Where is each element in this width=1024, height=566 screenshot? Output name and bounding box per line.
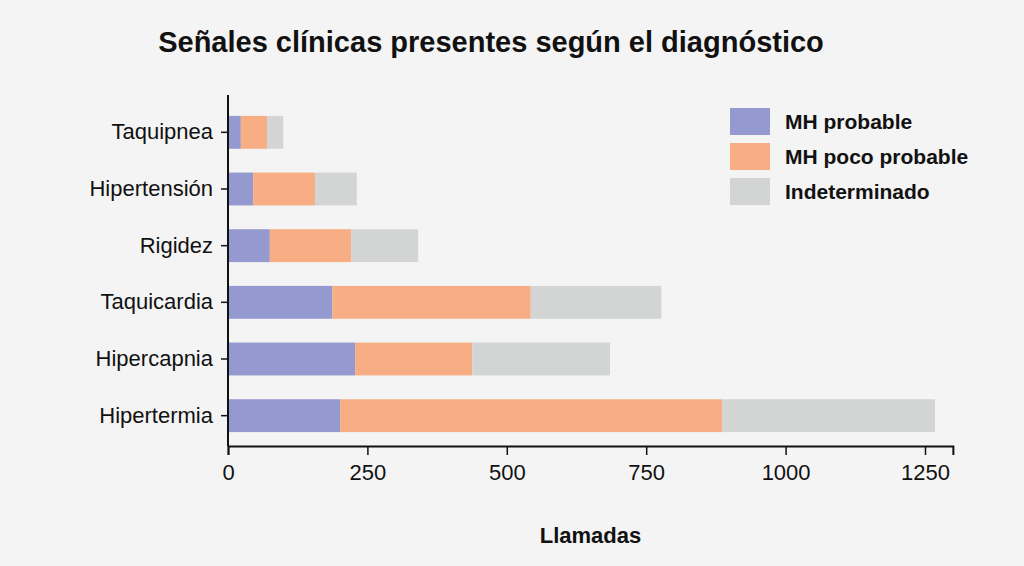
bar [228, 343, 355, 376]
y-tick: Taquipnea [111, 119, 228, 144]
y-tick-label: Hipertensión [89, 176, 213, 201]
x-tick-mark [507, 446, 509, 455]
y-tick: Hipertensión [89, 176, 228, 201]
x-tick: 1000 [762, 446, 811, 485]
bar [253, 173, 315, 206]
x-tick-label: 750 [628, 460, 665, 485]
x-tick: 0 [222, 446, 234, 485]
y-tick: Hipertermia [99, 403, 228, 428]
x-tick-mark [925, 446, 927, 455]
bar [228, 173, 253, 206]
y-tick-mark [221, 188, 228, 190]
x-tick: 250 [350, 446, 387, 485]
legend-label: Indeterminado [785, 180, 930, 203]
x-tick-mark [785, 446, 787, 455]
bar [228, 229, 270, 262]
y-tick: Rigidez [140, 233, 228, 258]
x-axis: 0 250 500 750 1000 1250 [222, 446, 953, 485]
legend-label: MH probable [785, 110, 912, 133]
y-tick-mark [221, 358, 228, 360]
bar [241, 116, 267, 149]
y-tick: Hipercapnia [96, 346, 228, 371]
x-tick-mark [228, 446, 230, 455]
legend-swatch [730, 178, 770, 205]
bar [332, 286, 531, 319]
bar [315, 173, 357, 206]
y-tick-label: Hipercapnia [96, 346, 214, 371]
legend-swatch [730, 143, 770, 170]
x-axis-line [229, 447, 954, 456]
bar [270, 229, 351, 262]
y-tick: Taquicardia [100, 289, 228, 314]
y-tick-label: Hipertermia [99, 403, 213, 428]
bar [351, 229, 418, 262]
legend-swatch [730, 108, 770, 135]
series [228, 116, 355, 432]
y-tick-mark [221, 245, 228, 247]
x-tick-mark [367, 446, 369, 455]
x-tick-label: 0 [222, 460, 234, 485]
title: Señales clínicas presentes según el diag… [158, 26, 824, 58]
bar [267, 116, 283, 149]
x-tick: 500 [489, 446, 526, 485]
chart: Señales clínicas presentes según el diag… [0, 0, 1024, 566]
x-tick-mark [646, 446, 648, 455]
y-tick-mark [221, 132, 228, 134]
bar [355, 343, 472, 376]
y-tick-mark [221, 415, 228, 417]
x-tick: 750 [628, 446, 665, 485]
x-tick-label: 1000 [762, 460, 811, 485]
bar [531, 286, 661, 319]
legend-label: MH poco probable [785, 145, 968, 168]
x-axis-title: Llamadas [540, 523, 642, 548]
bar [228, 116, 241, 149]
x-tick-label: 250 [350, 460, 387, 485]
background [0, 0, 1024, 566]
y-axis-line [227, 95, 229, 446]
bar [228, 286, 332, 319]
y-axis: Taquipnea Hipertensión Rigidez Taquicardia H… [89, 95, 228, 446]
bar [228, 399, 340, 432]
x-tick-label: 1250 [901, 460, 950, 485]
bar [722, 399, 935, 432]
x-tick-label: 500 [489, 460, 526, 485]
bar [472, 343, 610, 376]
legend: MH probable MH poco probable Indeterminado [730, 108, 968, 205]
y-tick-label: Taquipnea [111, 119, 213, 144]
bar [340, 399, 722, 432]
x-tick: 1250 [901, 446, 950, 485]
y-tick-label: Rigidez [140, 233, 213, 258]
y-tick-label: Taquicardia [100, 289, 213, 314]
y-tick-mark [221, 302, 228, 304]
series [241, 116, 722, 432]
